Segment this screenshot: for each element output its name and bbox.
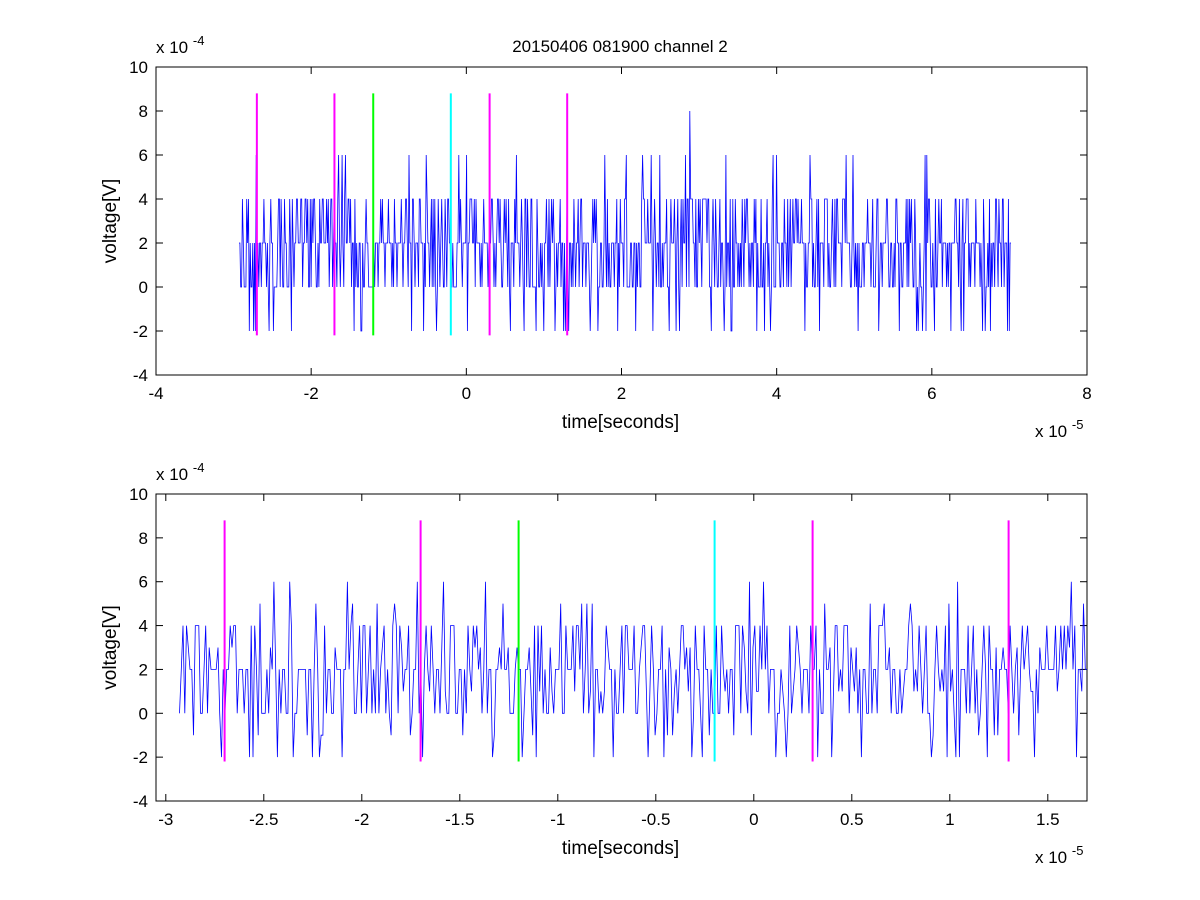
- x-tick-label: -1.5: [445, 810, 474, 829]
- figure-title: 20150406 081900 channel 2: [512, 37, 728, 56]
- y-exponent-label: x 10 -4: [156, 460, 204, 484]
- x-tick-label: -1: [550, 810, 565, 829]
- y-tick-label: -2: [133, 748, 148, 767]
- y-tick-label: 4: [139, 190, 148, 209]
- x-tick-label: -3: [158, 810, 173, 829]
- y-tick-label: 0: [139, 704, 148, 723]
- y-tick-label: 10: [129, 485, 148, 504]
- signal-line: [179, 581, 1087, 758]
- y-tick-label: 2: [139, 660, 148, 679]
- x-tick-label: -2: [304, 384, 319, 403]
- x-tick-label: 0: [749, 810, 758, 829]
- x-tick-label: -4: [148, 384, 163, 403]
- x-axis-label: time[seconds]: [562, 838, 679, 859]
- x-tick-label: 8: [1082, 384, 1091, 403]
- x-tick-label: 0.5: [840, 810, 864, 829]
- x-tick-label: -2: [354, 810, 369, 829]
- x-exponent-label: x 10 -5: [1035, 417, 1083, 441]
- x-tick-label: 2: [617, 384, 626, 403]
- y-tick-label: 6: [139, 573, 148, 592]
- bottom-plot: -3 -2.5 -2 -1.5 -1 -0.5 0 0.5 1 1.5 -4 -2 0 2 4 6 8 10 x 1…: [100, 460, 1088, 867]
- y-tick-label: 10: [129, 58, 148, 77]
- y-axis-label: voltage[V]: [100, 605, 121, 690]
- y-tick-label: 8: [139, 529, 148, 548]
- x-tick-label: 4: [772, 384, 781, 403]
- x-tick-label: -0.5: [641, 810, 670, 829]
- x-tick-label: -2.5: [249, 810, 278, 829]
- y-exponent-label: x 10 -4: [156, 33, 204, 57]
- y-tick-label: 6: [139, 146, 148, 165]
- x-tick-label: 1: [945, 810, 954, 829]
- x-axis-label: time[seconds]: [562, 412, 679, 433]
- y-axis-label: voltage[V]: [100, 179, 121, 264]
- signal-line: [239, 110, 1011, 332]
- x-tick-label: 6: [927, 384, 936, 403]
- x-tick-label: 1.5: [1036, 810, 1060, 829]
- axes-box: [155, 66, 1088, 376]
- y-tick-label: 0: [139, 278, 148, 297]
- x-tick-label: 0: [462, 384, 471, 403]
- axes-box: [155, 493, 1088, 802]
- y-tick-label: -4: [133, 366, 148, 385]
- y-tick-label: 8: [139, 102, 148, 121]
- y-tick-label: 2: [139, 234, 148, 253]
- x-exponent-label: x 10 -5: [1035, 843, 1083, 867]
- y-tick-label: 4: [139, 617, 148, 636]
- y-tick-label: -2: [133, 322, 148, 341]
- top-plot: -4 -2 0 2 4 6 8 -4 -2 0 2 4 6 8 10 x 10 -4 x 10 -5 time[s…: [100, 33, 1092, 441]
- y-tick-label: -4: [133, 792, 148, 811]
